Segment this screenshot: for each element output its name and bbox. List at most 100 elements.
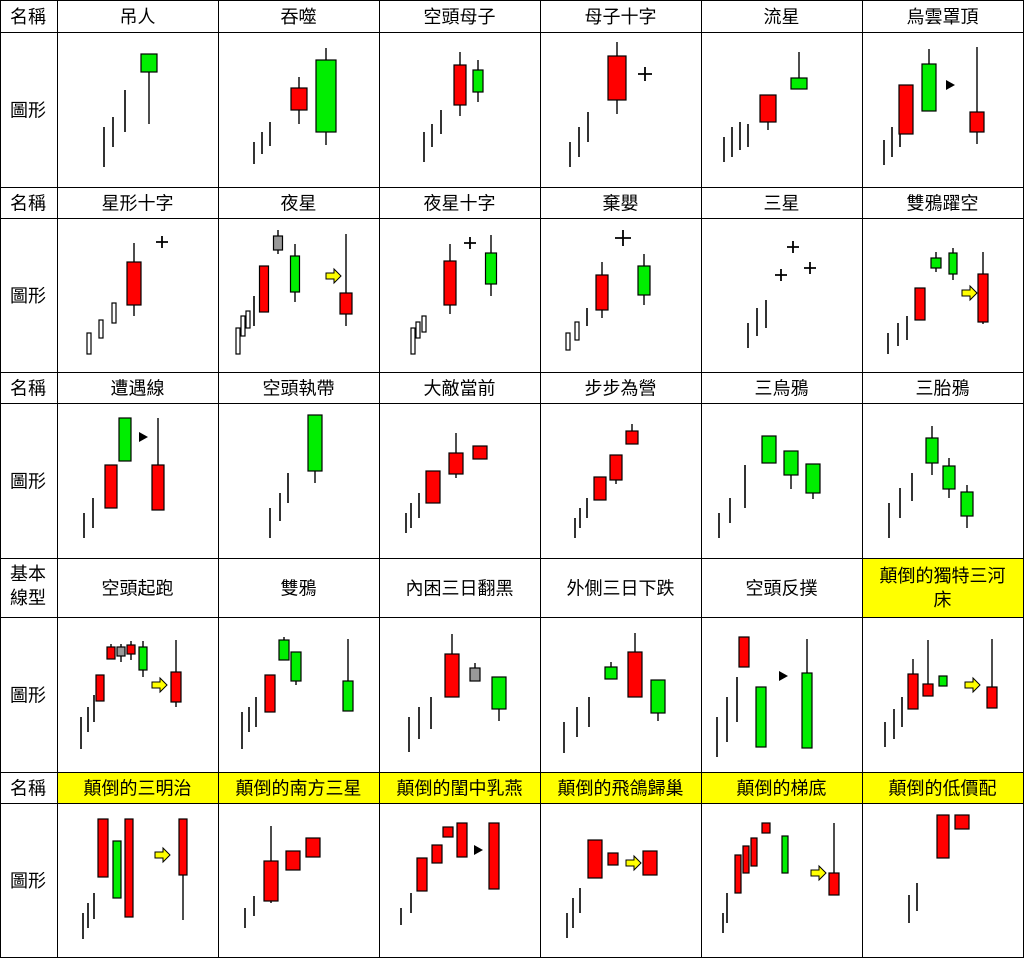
candle (97, 818, 109, 878)
candle (245, 310, 251, 329)
candle (986, 686, 998, 709)
candle (759, 94, 777, 123)
pattern-name: 顛倒的梯底 (737, 779, 827, 800)
candle (936, 814, 950, 859)
candle (106, 646, 116, 660)
candle (305, 837, 321, 858)
pattern-figure (716, 636, 813, 757)
pattern-figure (908, 814, 970, 923)
pattern-figure (235, 230, 353, 355)
pattern-name: 夜星 (281, 194, 317, 215)
candle (98, 319, 104, 339)
pattern-figure (82, 818, 188, 939)
doji-cross (638, 67, 652, 81)
candle (607, 852, 619, 866)
yellow-right-arrow-icon (154, 846, 171, 864)
candle (289, 255, 301, 293)
candle (942, 465, 956, 490)
candle (960, 491, 974, 517)
yellow-right-arrow-icon (325, 267, 342, 285)
candle (151, 464, 165, 511)
pattern-name: 空頭反撲 (746, 579, 818, 600)
candle (138, 646, 148, 671)
pattern-name: 空頭起跑 (102, 579, 174, 600)
candle (264, 674, 276, 713)
row-label-figure: 圖形 (10, 871, 46, 892)
highlight-cell (57, 772, 218, 803)
pattern-figure (83, 417, 165, 538)
pattern-figure (884, 639, 998, 747)
candle (469, 667, 481, 682)
candle (415, 321, 421, 339)
pattern-figure (86, 236, 168, 355)
doji-cross (464, 237, 476, 249)
candle (637, 265, 651, 296)
row-label-figure: 圖形 (10, 686, 46, 707)
candle (738, 636, 750, 668)
pattern-figure (722, 822, 840, 933)
candle (790, 77, 808, 90)
pattern-name: 流星 (764, 7, 800, 28)
candle (977, 273, 989, 323)
candle (421, 315, 427, 333)
candle (442, 826, 454, 838)
highlight-cell (862, 772, 1023, 803)
candle (124, 818, 134, 918)
pattern-figure (244, 826, 321, 928)
candle (307, 414, 323, 472)
candle (607, 55, 627, 101)
pattern-figure (269, 414, 323, 538)
doji-cross (156, 236, 168, 248)
pattern-name: 步步為營 (585, 379, 657, 400)
candle (574, 321, 580, 341)
pattern-name: 顛倒的南方三星 (236, 779, 362, 800)
doji-cross (775, 269, 787, 281)
pattern-figure (400, 822, 500, 925)
yellow-right-arrow-icon (151, 676, 168, 694)
candle (235, 327, 241, 355)
candle (938, 675, 948, 687)
candle (921, 63, 937, 112)
pattern-name: 顛倒的飛鴿歸巢 (558, 779, 684, 800)
pattern-figure (566, 839, 658, 938)
pattern-figure (253, 48, 337, 164)
candle (750, 837, 758, 867)
candle (416, 857, 428, 892)
pattern-name: 夜星十字 (424, 194, 496, 215)
candle (604, 666, 618, 680)
candle (491, 676, 507, 710)
row-label-figure: 圖形 (10, 286, 46, 307)
candle (104, 464, 118, 509)
highlight-cell (862, 558, 1023, 617)
candle (448, 452, 464, 475)
candle (627, 651, 643, 698)
candle (410, 327, 416, 355)
candle (443, 260, 457, 306)
candle (948, 252, 958, 275)
yellow-right-arrow-icon (964, 676, 981, 694)
candle (595, 274, 609, 311)
pattern-figure (883, 47, 985, 165)
pattern-name: 遭遇線 (111, 379, 165, 400)
candle (290, 87, 308, 111)
pattern-name: 三星 (764, 194, 800, 215)
pattern-name: 烏雲罩頂 (907, 7, 979, 28)
pattern-name: 雙鴉 (281, 579, 317, 600)
candle (126, 261, 142, 306)
pattern-figure (103, 53, 158, 167)
pattern-name: 三胎鴉 (916, 379, 970, 400)
pattern-name: 顛倒的低價配 (889, 779, 997, 800)
yellow-right-arrow-icon (961, 284, 978, 302)
candle (650, 679, 666, 714)
pattern-figure (423, 52, 484, 162)
candle (898, 84, 914, 135)
candle (755, 686, 767, 748)
pattern-name: 內困三日翻黑 (406, 579, 514, 600)
row-label-figure: 圖形 (10, 101, 46, 122)
candle (734, 854, 742, 894)
pattern-figure (410, 235, 498, 355)
candle (95, 674, 105, 702)
yellow-right-arrow-icon (810, 864, 827, 882)
pattern-figure (405, 433, 488, 533)
